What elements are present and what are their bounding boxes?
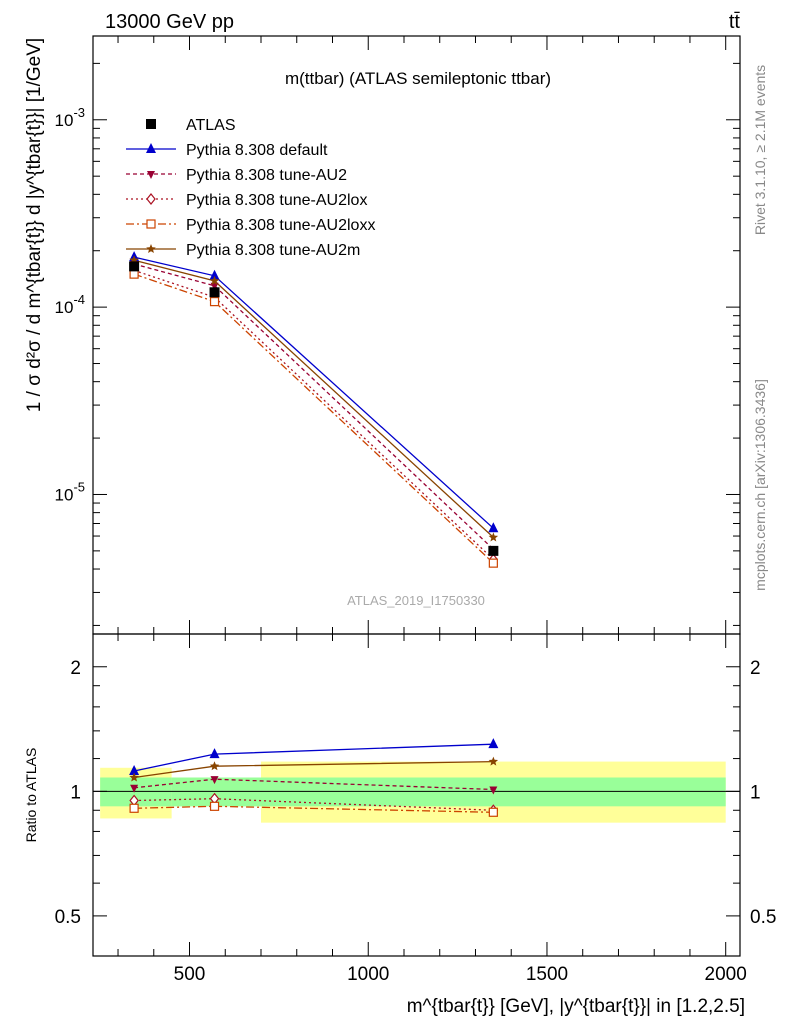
data-point xyxy=(209,287,220,298)
main-series-point-4 xyxy=(209,275,220,285)
ratio-series-point-0 xyxy=(129,764,140,775)
main-ytick-label: 10-5 xyxy=(55,479,85,504)
ratio-series-point-1 xyxy=(130,784,139,793)
mcplots-label: mcplots.cern.ch [arXiv:1306.3436] xyxy=(752,379,768,591)
ratio-series-point-4 xyxy=(129,772,139,782)
legend-label-data: ATLAS xyxy=(186,117,236,134)
ratio-ytick-label-left: 1 xyxy=(70,782,81,803)
ratio-ytick-label-right: 0.5 xyxy=(750,907,776,928)
main-series-line-3 xyxy=(133,273,494,564)
ratio-y-axis-label: Ratio to ATLAS xyxy=(23,748,39,843)
legend-label-2: Pythia 8.308 tune-AU2lox xyxy=(186,192,367,209)
legend-marker-2 xyxy=(146,193,156,205)
process-label: tt̄ xyxy=(729,11,741,33)
legend-marker-0 xyxy=(146,143,156,153)
ratio-series-point-1 xyxy=(489,786,498,795)
plot-title: m(ttbar) (ATLAS semileptonic ttbar) xyxy=(285,69,551,88)
ratio-series-point-3 xyxy=(209,801,220,811)
main-series-point-0 xyxy=(209,269,220,280)
main-y-axis-label: 1 / σ d²σ / d m^{tbar{t}} d |y^{tbar{t}}… xyxy=(24,38,45,412)
ratio-ytick-label-left: 0.5 xyxy=(55,907,81,928)
xtick-label: 1000 xyxy=(347,964,389,985)
legend-marker-1 xyxy=(147,171,155,179)
main-ytick-label: 10-3 xyxy=(55,105,85,130)
legend-label-0: Pythia 8.308 default xyxy=(186,142,328,159)
data-point xyxy=(129,261,140,272)
ratio-series-point-1 xyxy=(210,776,219,785)
ratio-series-point-3 xyxy=(129,803,139,813)
main-series-point-3 xyxy=(209,297,220,307)
ratio-series-point-4 xyxy=(209,761,220,771)
main-series-line-2 xyxy=(133,269,494,560)
legend-label-3: Pythia 8.308 tune-AU2loxx xyxy=(186,217,375,234)
xtick-label: 500 xyxy=(174,964,206,985)
main-series-point-4 xyxy=(488,532,499,542)
x-axis-label: m^{tbar{t}} [GeV], |y^{tbar{t}}| in [1.2… xyxy=(407,996,745,1017)
ratio-ytick-label-left: 2 xyxy=(70,658,81,679)
main-series-point-1 xyxy=(210,282,219,291)
main-series-point-3 xyxy=(488,558,498,568)
ratio-ytick-label-right: 2 xyxy=(750,658,761,679)
xtick-label: 1500 xyxy=(526,964,568,985)
main-series-point-0 xyxy=(488,522,499,533)
xtick-label: 2000 xyxy=(705,964,747,985)
legend-label-1: Pythia 8.308 tune-AU2 xyxy=(186,167,347,184)
main-series-line-1 xyxy=(133,263,494,550)
legend-marker-4 xyxy=(146,244,156,253)
watermark-label: ATLAS_2019_I1750330 xyxy=(347,593,485,608)
main-series-line-4 xyxy=(133,259,494,538)
ratio-series-point-0 xyxy=(488,738,499,749)
ratio-series-point-4 xyxy=(488,756,499,766)
rivet-label: Rivet 3.1.10, ≥ 2.1M events xyxy=(752,65,768,235)
ratio-series-point-3 xyxy=(488,807,498,817)
legend-marker-data xyxy=(146,119,156,129)
main-ytick-label: 10-4 xyxy=(55,292,85,317)
legend-label-4: Pythia 8.308 tune-AU2m xyxy=(186,242,360,259)
data-point xyxy=(488,545,499,556)
ratio-plot-frame xyxy=(92,633,741,957)
legend-marker-3 xyxy=(146,219,156,229)
ratio-series-point-0 xyxy=(209,748,220,759)
ratio-ytick-label-right: 1 xyxy=(750,782,761,803)
energy-label: 13000 GeV pp xyxy=(105,11,234,33)
